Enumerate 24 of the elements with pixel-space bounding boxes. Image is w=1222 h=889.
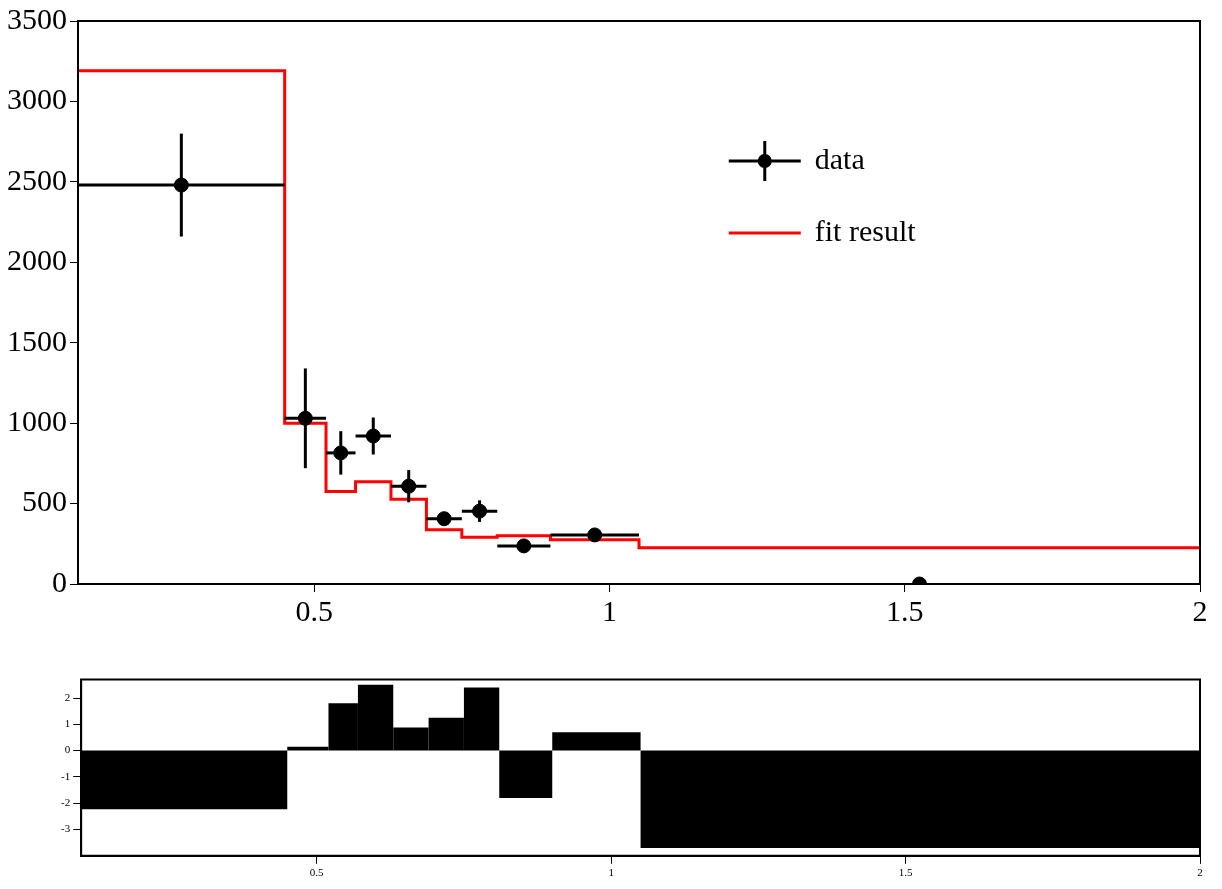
y-tick-label: 1000 bbox=[7, 404, 67, 438]
x-tick-label: 1.5 bbox=[898, 866, 913, 879]
x-tick-label: 2 bbox=[1197, 866, 1203, 879]
y-tick-label: -1 bbox=[60, 769, 71, 782]
y-tick-label: 1 bbox=[64, 717, 71, 730]
y-tick-label: 2 bbox=[64, 690, 71, 703]
x-tick-label: 1.5 bbox=[885, 593, 924, 627]
x-tick-label: 1 bbox=[608, 866, 614, 879]
y-tick-label: 2000 bbox=[7, 243, 67, 277]
x-tick-label: 1 bbox=[601, 593, 617, 627]
y-tick-label: 0 bbox=[64, 743, 71, 756]
x-tick-label: 0.5 bbox=[309, 866, 325, 879]
y-tick-label: 3500 bbox=[7, 1, 67, 35]
legend-label: fit result bbox=[814, 213, 917, 247]
y-tick-label: 500 bbox=[22, 484, 67, 518]
x-tick-label: 2 bbox=[1192, 593, 1208, 627]
y-tick-label: 0 bbox=[52, 564, 67, 598]
y-tick-label: 1500 bbox=[7, 323, 67, 357]
y-tick-label: -3 bbox=[60, 822, 71, 835]
x-tick-label: 0.5 bbox=[295, 593, 333, 627]
y-tick-label: 2500 bbox=[7, 162, 67, 196]
y-tick-label: -2 bbox=[60, 796, 71, 809]
y-tick-label: 3000 bbox=[7, 82, 67, 116]
legend-label: data bbox=[814, 141, 865, 175]
